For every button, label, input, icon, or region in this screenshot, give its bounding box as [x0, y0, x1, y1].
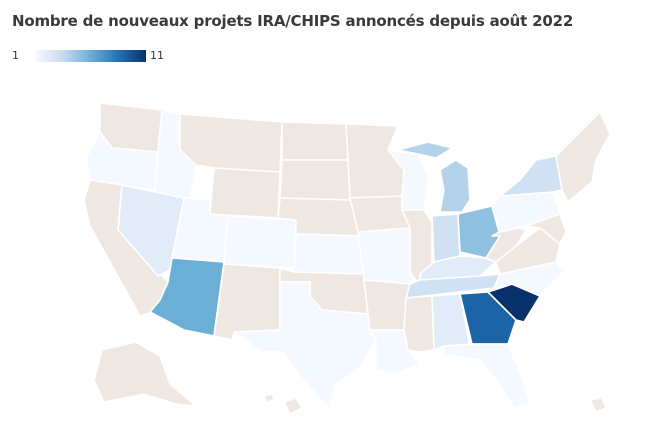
state-AK[interactable]: [93, 341, 197, 407]
legend-max-label: 11: [150, 49, 164, 62]
color-legend: 1 11: [12, 46, 172, 68]
state-FL[interactable]: [443, 343, 531, 409]
state-NJ-DE-MD[interactable]: [525, 213, 567, 245]
state-MS[interactable]: [403, 295, 435, 353]
state-HI[interactable]: [263, 393, 607, 415]
state-new-england[interactable]: [555, 111, 611, 203]
state-AR[interactable]: [363, 279, 411, 331]
map-title: Nombre de nouveaux projets IRA/CHIPS ann…: [12, 12, 574, 30]
state-KS[interactable]: [293, 233, 365, 275]
state-NV[interactable]: [117, 184, 185, 277]
state-IA[interactable]: [349, 195, 411, 233]
state-WY[interactable]: [209, 167, 281, 219]
state-IN[interactable]: [431, 213, 461, 263]
state-CO[interactable]: [223, 215, 297, 269]
state-MN[interactable]: [345, 123, 405, 199]
state-MI[interactable]: [397, 141, 471, 213]
legend-min-label: 1: [12, 49, 19, 62]
state-ND[interactable]: [281, 121, 349, 161]
state-SD[interactable]: [279, 159, 351, 201]
legend-gradient-bar: [36, 50, 146, 62]
state-GA[interactable]: [459, 291, 517, 345]
state-MT[interactable]: [179, 113, 283, 173]
state-NY[interactable]: [499, 155, 563, 197]
state-NM[interactable]: [213, 263, 281, 341]
state-TX[interactable]: [233, 281, 377, 411]
